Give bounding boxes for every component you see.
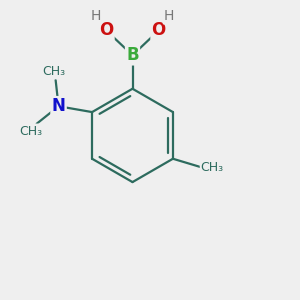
Text: B: B: [126, 46, 139, 64]
Text: H: H: [91, 9, 101, 23]
Text: H: H: [164, 9, 174, 23]
Text: O: O: [152, 21, 166, 39]
Text: CH₃: CH₃: [43, 65, 66, 78]
Text: N: N: [52, 97, 65, 115]
Text: CH₃: CH₃: [201, 161, 224, 174]
Text: O: O: [99, 21, 113, 39]
Text: CH₃: CH₃: [19, 124, 42, 137]
